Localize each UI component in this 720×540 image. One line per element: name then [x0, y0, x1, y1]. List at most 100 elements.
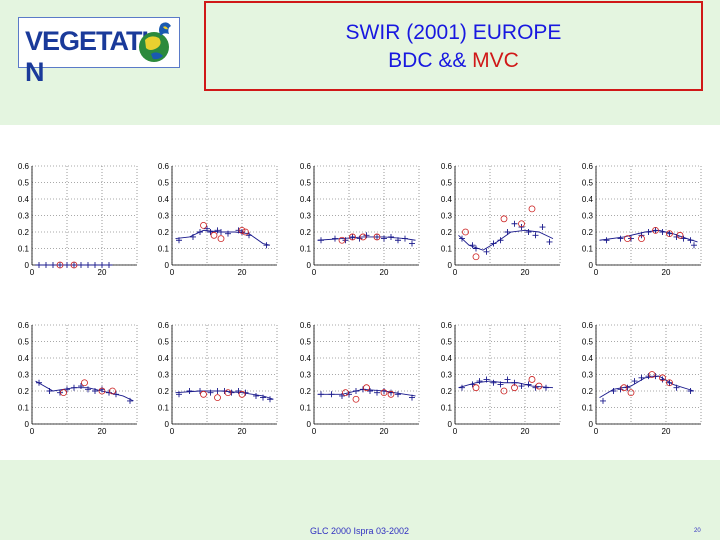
cross-point — [85, 386, 91, 393]
circle-point — [652, 226, 659, 234]
cross-point — [666, 379, 673, 386]
cross-point — [497, 237, 504, 244]
cross-point — [57, 389, 63, 396]
cross-point — [395, 237, 401, 244]
cross-point — [617, 235, 624, 242]
y-tick-label: 0.5 — [18, 179, 30, 188]
circle-point — [500, 387, 508, 395]
cross-point — [318, 391, 324, 398]
logo-text: VEGETATIN — [25, 26, 149, 87]
cross-point — [680, 235, 687, 242]
y-tick-label: 0.2 — [300, 228, 312, 237]
cross-point — [239, 229, 245, 235]
cross-point — [356, 235, 363, 242]
x-tick-label: 20 — [521, 427, 530, 436]
cross-point — [473, 245, 479, 252]
cross-point — [228, 389, 235, 396]
y-tick-label: 0.3 — [441, 212, 453, 221]
chart-grid: 0 0.1 0.2 0.3 0.4 0.5 0.6 0 20 0 0.1 0.2 0.3 0.4 0.5 0.… — [18, 162, 702, 436]
y-tick-label: 0.5 — [441, 179, 453, 188]
cross-point — [242, 389, 249, 396]
series-line — [458, 380, 554, 389]
cross-point — [459, 384, 465, 391]
cross-point — [525, 229, 532, 235]
y-tick-label: 0.2 — [18, 228, 30, 237]
cross-point — [197, 229, 203, 235]
cross-point — [381, 235, 387, 242]
x-tick-label: 0 — [170, 268, 175, 277]
y-tick-label: 0.4 — [441, 354, 453, 363]
y-tick-label: 0.6 — [582, 321, 594, 330]
cross-point — [99, 386, 105, 393]
y-tick-label: 0.1 — [158, 245, 170, 254]
cross-point — [85, 262, 91, 268]
y-tick-label: 0.1 — [158, 404, 170, 413]
circle-point — [359, 233, 367, 241]
cross-point — [360, 386, 366, 393]
series-line — [317, 388, 416, 397]
y-tick-label: 0.2 — [441, 387, 453, 396]
cross-point — [71, 384, 77, 391]
cross-point — [253, 392, 259, 399]
y-tick-label: 0.5 — [441, 338, 453, 347]
y-tick-label: 0.1 — [582, 404, 594, 413]
footer-text: GLC 2000 Ispra 03-2002 — [310, 526, 410, 536]
x-tick-label: 0 — [312, 268, 317, 277]
cross-point — [43, 262, 49, 268]
y-tick-label: 0 — [25, 420, 30, 429]
cross-point — [207, 229, 214, 235]
cross-point — [409, 240, 415, 247]
cross-point — [631, 378, 638, 385]
circle-point — [462, 228, 469, 236]
y-tick-label: 0.1 — [582, 245, 594, 254]
y-tick-label: 0.6 — [300, 162, 312, 171]
circle-point — [200, 222, 207, 229]
cross-point — [46, 388, 53, 394]
cross-point — [532, 232, 539, 239]
circle-point — [242, 228, 249, 236]
page-number: 20 — [694, 528, 701, 534]
cross-point — [214, 227, 221, 234]
cross-point — [207, 389, 214, 396]
y-tick-label: 0.1 — [18, 404, 30, 413]
x-tick-label: 20 — [98, 427, 107, 436]
y-tick-label: 0.4 — [300, 195, 312, 204]
y-tick-label: 0.4 — [158, 195, 170, 204]
cross-point — [490, 379, 497, 386]
x-tick-label: 20 — [380, 427, 389, 436]
y-tick-label: 0.6 — [300, 321, 312, 330]
x-tick-label: 20 — [238, 268, 247, 277]
y-tick-label: 0.3 — [18, 371, 30, 380]
cross-point — [659, 229, 666, 235]
circle-point — [511, 384, 518, 392]
circle-point — [238, 226, 246, 234]
cross-point — [374, 233, 380, 240]
title-line-1: SWIR (2001) EUROPE — [345, 21, 562, 44]
cross-point — [532, 384, 539, 391]
cross-point — [367, 388, 373, 394]
x-tick-label: 0 — [30, 427, 35, 436]
title-line-2: BDC && MVC — [388, 49, 519, 72]
y-tick-label: 0.5 — [18, 338, 30, 347]
y-tick-label: 0.1 — [441, 245, 453, 254]
cross-point — [617, 386, 624, 393]
cross-point — [469, 381, 476, 388]
cross-point — [402, 235, 408, 242]
y-tick-label: 0.2 — [582, 387, 594, 396]
cross-point — [225, 230, 231, 237]
y-tick-label: 0.3 — [441, 371, 453, 380]
y-tick-label: 0.6 — [441, 162, 453, 171]
y-tick-label: 0.1 — [441, 404, 453, 413]
y-tick-label: 0.6 — [18, 162, 30, 171]
y-tick-label: 0.3 — [158, 371, 170, 380]
cross-point — [99, 262, 105, 268]
cross-point — [504, 229, 511, 235]
mvc-label: MVC — [472, 49, 519, 72]
cross-point — [57, 262, 63, 268]
y-tick-label: 0.5 — [158, 179, 170, 188]
cross-point — [106, 389, 112, 396]
cross-point — [673, 384, 680, 391]
cross-point — [652, 227, 659, 234]
y-tick-label: 0.2 — [18, 387, 30, 396]
circle-point — [528, 376, 536, 383]
